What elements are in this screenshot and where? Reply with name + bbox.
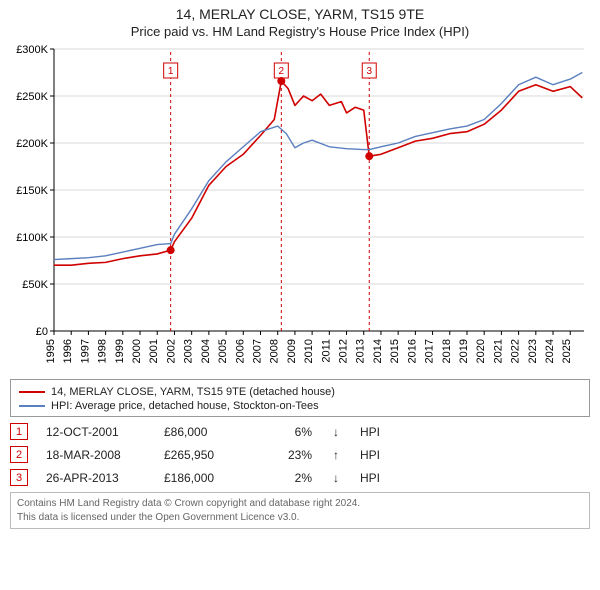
svg-text:£0: £0 xyxy=(36,326,48,338)
footer-attribution: Contains HM Land Registry data © Crown c… xyxy=(10,492,590,529)
svg-text:2025: 2025 xyxy=(561,339,573,363)
svg-text:1: 1 xyxy=(168,66,174,77)
svg-text:2010: 2010 xyxy=(303,339,315,363)
footer-line2: This data is licensed under the Open Gov… xyxy=(17,511,583,525)
svg-text:£50K: £50K xyxy=(22,279,48,291)
event-price: £186,000 xyxy=(164,471,244,485)
svg-text:2009: 2009 xyxy=(286,339,298,363)
svg-text:2005: 2005 xyxy=(217,339,229,363)
svg-text:1999: 1999 xyxy=(114,339,126,363)
footer-line1: Contains HM Land Registry data © Crown c… xyxy=(17,497,583,511)
svg-text:2001: 2001 xyxy=(148,339,160,363)
legend: 14, MERLAY CLOSE, YARM, TS15 9TE (detach… xyxy=(10,379,590,417)
event-row: 2 18-MAR-2008 £265,950 23% ↑ HPI xyxy=(10,446,590,463)
arrow-up-icon: ↑ xyxy=(330,448,342,462)
legend-label: HPI: Average price, detached house, Stoc… xyxy=(51,400,319,412)
legend-swatch xyxy=(19,391,45,393)
event-pct: 6% xyxy=(262,425,312,439)
legend-row: 14, MERLAY CLOSE, YARM, TS15 9TE (detach… xyxy=(19,386,581,398)
event-pct: 23% xyxy=(262,448,312,462)
svg-text:2023: 2023 xyxy=(527,339,539,363)
svg-text:2007: 2007 xyxy=(251,339,263,363)
svg-text:2012: 2012 xyxy=(338,339,350,363)
svg-text:1996: 1996 xyxy=(62,339,74,363)
svg-text:2011: 2011 xyxy=(320,339,332,363)
page-title: 14, MERLAY CLOSE, YARM, TS15 9TE xyxy=(0,0,600,22)
legend-label: 14, MERLAY CLOSE, YARM, TS15 9TE (detach… xyxy=(51,386,335,398)
svg-text:2003: 2003 xyxy=(183,339,195,363)
svg-text:£100K: £100K xyxy=(16,232,48,244)
svg-text:2022: 2022 xyxy=(510,339,522,363)
svg-text:£200K: £200K xyxy=(16,138,48,150)
event-pct: 2% xyxy=(262,471,312,485)
svg-text:2000: 2000 xyxy=(131,339,143,363)
legend-row: HPI: Average price, detached house, Stoc… xyxy=(19,400,581,412)
svg-text:2016: 2016 xyxy=(406,339,418,363)
arrow-down-icon: ↓ xyxy=(330,471,342,485)
event-hpi-label: HPI xyxy=(360,425,380,439)
svg-text:2017: 2017 xyxy=(424,339,436,363)
svg-text:2006: 2006 xyxy=(234,339,246,363)
svg-text:2021: 2021 xyxy=(492,339,504,363)
svg-text:2004: 2004 xyxy=(200,339,212,363)
event-hpi-label: HPI xyxy=(360,471,380,485)
event-date: 26-APR-2013 xyxy=(46,471,146,485)
svg-text:£300K: £300K xyxy=(16,44,48,56)
svg-text:2002: 2002 xyxy=(165,339,177,363)
event-date: 12-OCT-2001 xyxy=(46,425,146,439)
svg-text:2: 2 xyxy=(279,66,285,77)
svg-text:2024: 2024 xyxy=(544,339,556,363)
event-marker: 1 xyxy=(10,423,28,440)
event-price: £265,950 xyxy=(164,448,244,462)
svg-text:2019: 2019 xyxy=(458,339,470,363)
svg-text:1998: 1998 xyxy=(97,339,109,363)
page-subtitle: Price paid vs. HM Land Registry's House … xyxy=(0,22,600,39)
event-row: 3 26-APR-2013 £186,000 2% ↓ HPI xyxy=(10,469,590,486)
event-price: £86,000 xyxy=(164,425,244,439)
svg-text:2014: 2014 xyxy=(372,339,384,363)
svg-text:1997: 1997 xyxy=(79,339,91,363)
event-marker: 3 xyxy=(10,469,28,486)
svg-text:2013: 2013 xyxy=(355,339,367,363)
event-date: 18-MAR-2008 xyxy=(46,448,146,462)
arrow-down-icon: ↓ xyxy=(330,425,342,439)
event-marker: 2 xyxy=(10,446,28,463)
svg-text:2020: 2020 xyxy=(475,339,487,363)
event-hpi-label: HPI xyxy=(360,448,380,462)
svg-text:2008: 2008 xyxy=(269,339,281,363)
svg-text:1995: 1995 xyxy=(45,339,57,363)
event-table: 1 12-OCT-2001 £86,000 6% ↓ HPI 2 18-MAR-2008 £26… xyxy=(10,423,590,486)
svg-text:2018: 2018 xyxy=(441,339,453,363)
svg-text:£150K: £150K xyxy=(16,185,48,197)
svg-text:3: 3 xyxy=(366,66,372,77)
event-row: 1 12-OCT-2001 £86,000 6% ↓ HPI xyxy=(10,423,590,440)
svg-text:2015: 2015 xyxy=(389,339,401,363)
legend-swatch xyxy=(19,405,45,407)
svg-text:£250K: £250K xyxy=(16,91,48,103)
price-chart: £0 £50K £100K £150K £200K £250K £300K 1995 1996 1… xyxy=(10,43,590,373)
